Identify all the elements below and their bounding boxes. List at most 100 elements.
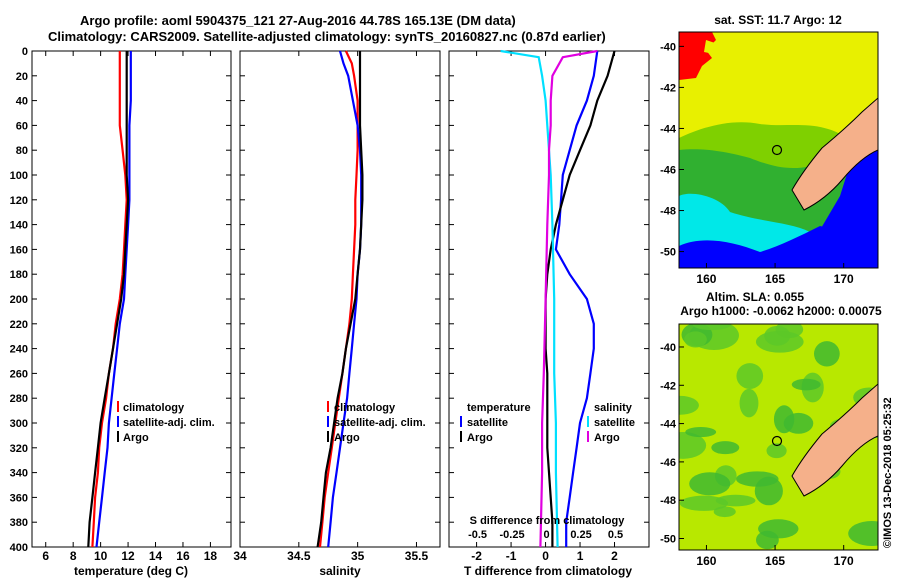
lat-tick-label: -46 xyxy=(660,457,676,469)
y-tick-label: 400 xyxy=(10,542,28,554)
lat-tick-label: -42 xyxy=(660,82,676,94)
legend-label-t-argo: Argo xyxy=(467,432,493,444)
sst-map: -40 -42 -44 -46 -48 -50 160 165 170 xyxy=(660,31,879,286)
lat-tick-label: -48 xyxy=(660,206,676,218)
sla-blob xyxy=(685,426,717,438)
lon-tick-label: 165 xyxy=(765,554,785,568)
x-tick-label: -1 xyxy=(506,549,517,563)
y-tick-label: 0 xyxy=(22,46,28,58)
x-tick-label: 1 xyxy=(577,549,584,563)
legend-label-argo: Argo xyxy=(123,432,149,444)
lat-tick-label: -50 xyxy=(660,534,676,546)
lon-tick-label: 170 xyxy=(834,272,854,286)
argo-location-marker xyxy=(771,435,783,447)
lat-tick-label: -44 xyxy=(660,123,677,135)
temperature-argo-line xyxy=(87,51,130,548)
legend-label-t-satellite: satellite xyxy=(467,417,508,429)
legend-label-s-argo: Argo xyxy=(594,432,620,444)
differences-s-argo-line xyxy=(539,49,598,548)
lat-tick-label: -46 xyxy=(660,164,676,176)
x-tick-label-top: 0.5 xyxy=(608,529,623,541)
argo-location-marker xyxy=(771,144,783,156)
sla-map-ticks: -40 -42 -44 -46 -48 -50 160 165 170 xyxy=(660,342,854,568)
sla-blob xyxy=(713,506,736,518)
y-tick-label: 220 xyxy=(10,319,28,331)
salinity-climatology-line xyxy=(318,50,359,548)
sla-blob xyxy=(679,395,699,415)
x-tick-label-top: -0.25 xyxy=(500,529,525,541)
sla-land xyxy=(791,383,878,497)
x-tick-label-top: 0 xyxy=(543,529,549,541)
sst-land xyxy=(791,97,878,211)
y-tick-label: 40 xyxy=(16,96,28,108)
salinity-legend: climatology satellite-adj. clim. Argo xyxy=(327,401,426,444)
temperature-satellite-adj-clim--line xyxy=(95,51,132,548)
lon-tick-label: 160 xyxy=(696,554,716,568)
y-tick-label: 340 xyxy=(10,468,28,480)
sla-blob xyxy=(848,520,878,546)
lat-tick-label: -40 xyxy=(660,41,676,53)
y-tick-label: 280 xyxy=(10,393,28,405)
temperature-legend: climatology satellite-adj. clim. Argo xyxy=(117,401,215,444)
sla-blob xyxy=(764,325,791,346)
sla-blob xyxy=(684,331,707,348)
difference-xlabel: T difference from climatology xyxy=(464,564,632,578)
temperature-xlabel: temperature (deg C) xyxy=(74,564,188,578)
sla-blob xyxy=(754,476,783,506)
sla-blob xyxy=(679,495,729,511)
sst-map-frame xyxy=(678,31,879,269)
y-tick-label: 380 xyxy=(10,517,28,529)
lon-tick-label: 165 xyxy=(765,272,785,286)
sla-map-title: Altim. SLA: 0.055 xyxy=(706,290,804,304)
sla-blob xyxy=(766,443,787,459)
differences-t-satellite-line xyxy=(554,50,599,547)
sla-blob xyxy=(679,431,707,459)
lat-tick-label: -42 xyxy=(660,380,676,392)
sst-yellow-patch xyxy=(704,40,718,54)
header-line-1: Argo profile: aoml 5904375_121 27-Aug-20… xyxy=(80,13,516,28)
lon-tick-label: 160 xyxy=(696,272,716,286)
lat-tick-label: -40 xyxy=(660,342,676,354)
lon-tick-label: 170 xyxy=(834,554,854,568)
x-tick-label: 35 xyxy=(351,549,365,563)
legend-title-salinity: salinity xyxy=(594,402,633,414)
x-tick-label: -2 xyxy=(471,549,482,563)
difference-xlabel-top: S difference from climatology xyxy=(470,515,626,527)
x-tick-label: 0 xyxy=(542,549,549,563)
sla-blob xyxy=(758,519,799,539)
sla-blob xyxy=(692,324,731,331)
legend-label-satellite: satellite-adj. clim. xyxy=(334,417,426,429)
x-tick-label-top: 0.25 xyxy=(570,529,591,541)
y-tick-label: 120 xyxy=(10,195,28,207)
y-tick-label: 240 xyxy=(10,344,28,356)
salinity-argo-line xyxy=(316,51,364,548)
sla-blob xyxy=(773,405,795,434)
y-tick-label: 260 xyxy=(10,368,28,380)
y-tick-label: 320 xyxy=(10,443,28,455)
lat-tick-label: -50 xyxy=(660,247,676,259)
differences-s-satellite-line xyxy=(500,49,559,548)
difference-legend-temperature: temperature satellite Argo xyxy=(460,402,531,444)
x-tick-label: 16 xyxy=(176,549,190,563)
y-tick-label: 60 xyxy=(16,120,28,132)
x-tick-label: 34.5 xyxy=(287,549,311,563)
sla-blob xyxy=(739,388,759,418)
sla-blob xyxy=(689,472,731,496)
x-tick-label: 18 xyxy=(204,549,218,563)
y-tick-label: 160 xyxy=(10,244,28,256)
sla-map: -40 -42 -44 -46 -48 -50 160 165 170 xyxy=(660,323,879,568)
y-tick-label: 300 xyxy=(10,418,28,430)
legend-label-argo: Argo xyxy=(334,432,360,444)
y-tick-label: 140 xyxy=(10,220,28,232)
lat-tick-label: -48 xyxy=(660,495,676,507)
temperature-panel xyxy=(31,50,232,548)
sst-map-title: sat. SST: 11.7 Argo: 12 xyxy=(714,13,842,27)
imos-timestamp: ©IMOS 13-Dec-2018 05:25:32 xyxy=(882,397,894,548)
sla-blob xyxy=(736,363,764,389)
x-tick-label: 8 xyxy=(70,549,77,563)
x-tick-label: 6 xyxy=(42,549,49,563)
sla-blob xyxy=(791,378,821,391)
salinity-panel xyxy=(239,50,441,548)
sst-blue-east xyxy=(812,146,878,268)
x-tick-label: 2 xyxy=(611,549,618,563)
